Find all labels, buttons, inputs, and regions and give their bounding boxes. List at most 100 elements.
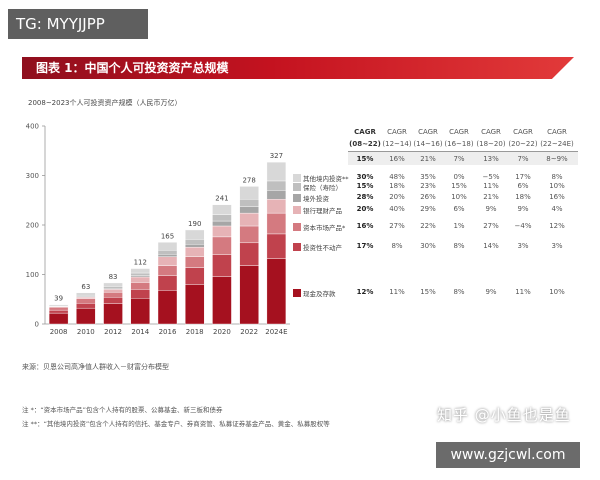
cagr-cell: 3%: [517, 242, 529, 250]
bar-segment: [103, 303, 123, 325]
x-tick-label: 2024E: [265, 328, 287, 336]
bar-segment: [157, 242, 178, 251]
total-label: 327: [270, 152, 283, 160]
cagr-header-label: CAGR: [513, 128, 533, 136]
legend-label: 其他境内投资**: [303, 175, 349, 183]
cagr-total-cell: 8~9%: [546, 155, 568, 163]
bar-segment: [103, 289, 123, 293]
bar-segment: [239, 206, 259, 214]
cagr-header-range: (12~14): [382, 140, 412, 148]
bar-segment: [130, 275, 150, 278]
bar-segment: [185, 267, 205, 285]
footnote-2: 注 **：“其他境内投资”包含个人持有的信托、基金专户、券商资管、私募证券基金产…: [22, 420, 330, 428]
total-label: 241: [215, 195, 228, 203]
cagr-cell: 4%: [551, 205, 563, 213]
x-tick-label: 2010: [77, 328, 95, 336]
cagr-cell: 15%: [356, 182, 374, 190]
cagr-cell: 30%: [420, 242, 436, 250]
bar-segment: [266, 233, 287, 259]
total-label: 112: [134, 259, 147, 267]
cagr-cell: 27%: [389, 222, 405, 230]
bar-segment: [130, 282, 150, 290]
bar-segment: [157, 256, 178, 266]
bar-segment: [157, 250, 178, 255]
cagr-cell: 11%: [515, 288, 531, 296]
y-tick-label: 100: [26, 271, 39, 279]
cagr-header-range: (18~20): [476, 140, 506, 148]
bar-segment: [103, 282, 123, 287]
bar-segment: [76, 295, 96, 297]
bar-segment: [48, 309, 69, 314]
bar-segment: [185, 229, 205, 240]
bar-segment: [212, 254, 232, 277]
cagr-cell: 12%: [549, 222, 565, 230]
cagr-cell: 17%: [356, 242, 374, 250]
bar-segment: [266, 258, 287, 325]
banner-title: 图表 1：中国个人可投资资产总规模: [36, 61, 229, 75]
footnote-1: 注 *：“资本市场产品”包含个人持有的股票、公募基金、新三板和债券: [22, 406, 223, 414]
watermark-site: www.gzjcwl.com: [436, 442, 580, 468]
bar-segment: [76, 297, 96, 299]
title-banner: 图表 1：中国个人可投资资产总规模: [22, 57, 574, 79]
legend-label: 保险（寿险）: [303, 184, 342, 192]
bar-segment: [239, 225, 259, 244]
bar-segment: [76, 303, 96, 309]
cagr-cell: 23%: [420, 182, 436, 190]
cagr-cell: 8%: [453, 288, 465, 296]
bar-segment: [212, 236, 232, 255]
bar-segment: [212, 204, 232, 215]
cagr-header-label: CAGR: [449, 128, 469, 136]
bar-segment: [157, 254, 178, 257]
bar-segment: [239, 212, 259, 227]
cagr-cell: 12%: [356, 288, 374, 296]
bar-segment: [212, 214, 232, 222]
cagr-cell: 48%: [389, 173, 405, 181]
bar-segment: [266, 212, 287, 235]
bar-segment: [185, 256, 205, 268]
cagr-cell: 6%: [453, 205, 465, 213]
y-tick-label: 200: [26, 222, 39, 230]
legend-swatch: [293, 194, 301, 202]
cagr-header-label: CAGR: [481, 128, 501, 136]
x-tick-label: 2016: [159, 328, 177, 336]
cagr-cell: −5%: [482, 173, 500, 181]
legend-swatch: [293, 206, 301, 214]
total-label: 278: [242, 176, 255, 184]
bar-segment: [130, 276, 150, 283]
y-tick-label: 300: [26, 172, 39, 180]
legend-label: 投资性不动产: [303, 244, 342, 252]
bar-segment: [130, 268, 150, 274]
cagr-total-cell: 15%: [356, 155, 374, 163]
cagr-cell: 0%: [453, 173, 465, 181]
cagr-cell: 8%: [453, 242, 465, 250]
bar-segment: [185, 284, 205, 325]
cagr-cell: 17%: [515, 173, 531, 181]
cagr-header-range: (20~22): [508, 140, 538, 148]
cagr-total-cell: 13%: [483, 155, 499, 163]
cagr-header-divider: [348, 151, 578, 152]
cagr-cell: 3%: [551, 242, 563, 250]
cagr-header-label: CAGR: [547, 128, 567, 136]
chart-subtitle: 2008~2023个人可投资资产规模（人民币万亿）: [28, 99, 182, 107]
cagr-cell: 26%: [420, 193, 436, 201]
cagr-cell: 10%: [549, 182, 565, 190]
bar-segment: [239, 242, 259, 266]
cagr-cell: 40%: [389, 205, 405, 213]
cagr-cell: 22%: [420, 222, 436, 230]
watermark-top: TG: MYYJJPP: [8, 9, 148, 39]
cagr-cell: 30%: [356, 173, 374, 181]
bar-segment: [266, 180, 287, 191]
bar-segment: [239, 199, 259, 207]
source-note: 来源：贝恩公司高净值人群收入－财富分布模型: [22, 363, 169, 371]
bar-segment: [266, 161, 287, 182]
cagr-cell: 11%: [483, 182, 499, 190]
bar-segment: [130, 298, 150, 325]
bar-segment: [48, 306, 69, 311]
cagr-cell: 35%: [420, 173, 436, 181]
cagr-total-cell: 16%: [389, 155, 405, 163]
y-tick-label: 400: [26, 123, 39, 131]
x-tick-label: 2012: [104, 328, 122, 336]
cagr-cell: 27%: [483, 222, 499, 230]
legend-swatch: [293, 174, 301, 182]
